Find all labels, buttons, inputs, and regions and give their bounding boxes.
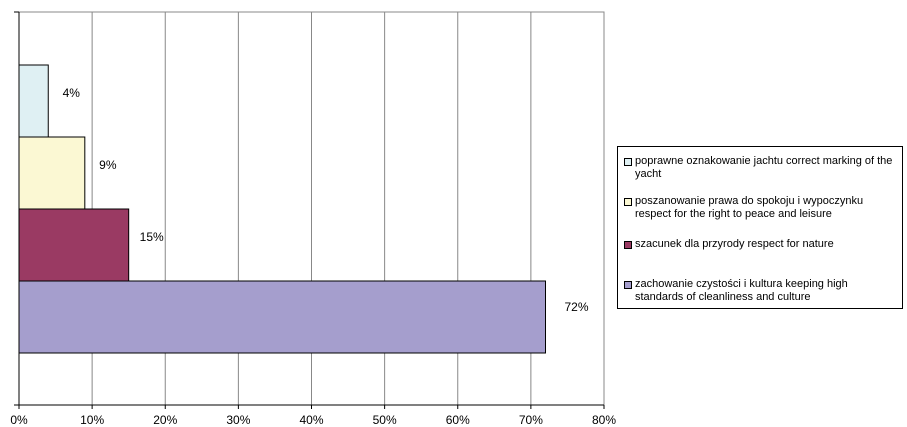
x-tick-label: 10%: [80, 413, 104, 427]
legend: poprawne oznakowanie jachtu correct mark…: [617, 146, 903, 309]
x-tick-label: 40%: [299, 413, 323, 427]
data-label: 15%: [140, 230, 164, 244]
data-label: 4%: [63, 86, 81, 100]
legend-item: zachowanie czystości i kultura keeping h…: [624, 278, 896, 303]
legend-swatch: [624, 241, 632, 249]
x-tick-label: 60%: [446, 413, 470, 427]
legend-label: zachowanie czystości i kultura keeping h…: [635, 278, 848, 303]
data-label: 9%: [99, 158, 117, 172]
legend-swatch: [624, 198, 632, 206]
legend-swatch: [624, 281, 632, 289]
bar: [18, 64, 49, 138]
legend-label: szacunek dla przyrody respect for nature: [635, 238, 834, 250]
bar: [18, 280, 546, 354]
bars: [18, 64, 546, 354]
legend-label: poprawne oznakowanie jachtu correct mark…: [635, 155, 893, 180]
bar: [18, 136, 86, 210]
axes: [14, 11, 605, 409]
x-tick-label: 30%: [226, 413, 250, 427]
legend-item: poprawne oznakowanie jachtu correct mark…: [624, 155, 896, 180]
x-tick-label: 50%: [373, 413, 397, 427]
legend-item: poszanowanie prawa do spokoju i wypoczyn…: [624, 195, 896, 220]
x-tick-label: 0%: [10, 413, 28, 427]
x-tick-label: 20%: [153, 413, 177, 427]
data-label: 72%: [564, 300, 588, 314]
legend-label: poszanowanie prawa do spokoju i wypoczyn…: [635, 195, 864, 220]
x-tick-labels: 0% 10% 20% 30% 40% 50% 60% 70% 80%: [10, 413, 616, 427]
x-tick-label: 80%: [592, 413, 616, 427]
legend-swatch: [624, 158, 632, 166]
legend-item: szacunek dla przyrody respect for nature: [624, 238, 896, 251]
bar-labels: 4% 9% 15% 72%: [63, 86, 589, 314]
bar: [18, 208, 130, 282]
x-tick-label: 70%: [519, 413, 543, 427]
